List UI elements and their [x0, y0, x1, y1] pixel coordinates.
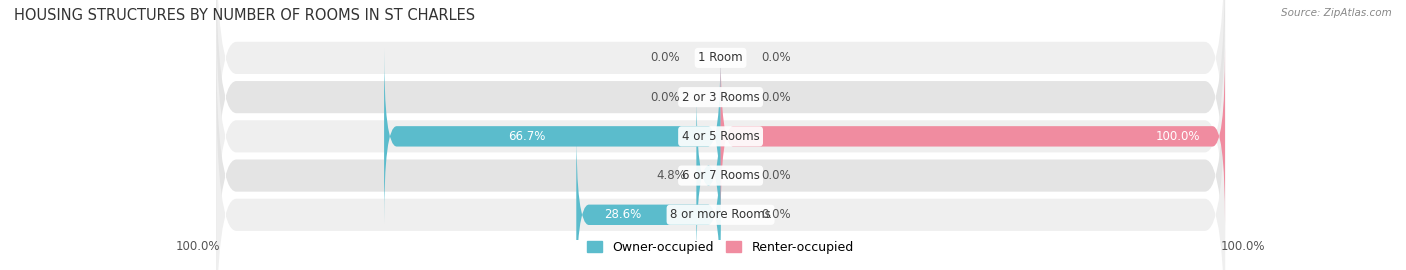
- FancyBboxPatch shape: [217, 0, 1225, 238]
- Text: 0.0%: 0.0%: [761, 169, 790, 182]
- FancyBboxPatch shape: [721, 49, 1225, 224]
- Text: 28.6%: 28.6%: [605, 208, 641, 221]
- Text: 2 or 3 Rooms: 2 or 3 Rooms: [682, 91, 759, 104]
- Text: 4.8%: 4.8%: [657, 169, 686, 182]
- Legend: Owner-occupied, Renter-occupied: Owner-occupied, Renter-occupied: [582, 236, 859, 259]
- Text: 0.0%: 0.0%: [761, 51, 790, 65]
- FancyBboxPatch shape: [217, 0, 1225, 270]
- FancyBboxPatch shape: [217, 0, 1225, 199]
- FancyBboxPatch shape: [576, 127, 721, 270]
- Text: 100.0%: 100.0%: [1156, 130, 1199, 143]
- FancyBboxPatch shape: [217, 74, 1225, 270]
- Text: 8 or more Rooms: 8 or more Rooms: [671, 208, 770, 221]
- Text: 4 or 5 Rooms: 4 or 5 Rooms: [682, 130, 759, 143]
- Text: 0.0%: 0.0%: [651, 51, 681, 65]
- Text: 6 or 7 Rooms: 6 or 7 Rooms: [682, 169, 759, 182]
- FancyBboxPatch shape: [217, 35, 1225, 270]
- FancyBboxPatch shape: [696, 88, 721, 264]
- Text: 0.0%: 0.0%: [761, 208, 790, 221]
- Text: Source: ZipAtlas.com: Source: ZipAtlas.com: [1281, 8, 1392, 18]
- Text: 100.0%: 100.0%: [1220, 240, 1265, 253]
- Text: 1 Room: 1 Room: [699, 51, 742, 65]
- Text: HOUSING STRUCTURES BY NUMBER OF ROOMS IN ST CHARLES: HOUSING STRUCTURES BY NUMBER OF ROOMS IN…: [14, 8, 475, 23]
- FancyBboxPatch shape: [384, 49, 721, 224]
- Text: 0.0%: 0.0%: [651, 91, 681, 104]
- Text: 0.0%: 0.0%: [761, 91, 790, 104]
- Text: 100.0%: 100.0%: [176, 240, 221, 253]
- Text: 66.7%: 66.7%: [509, 130, 546, 143]
